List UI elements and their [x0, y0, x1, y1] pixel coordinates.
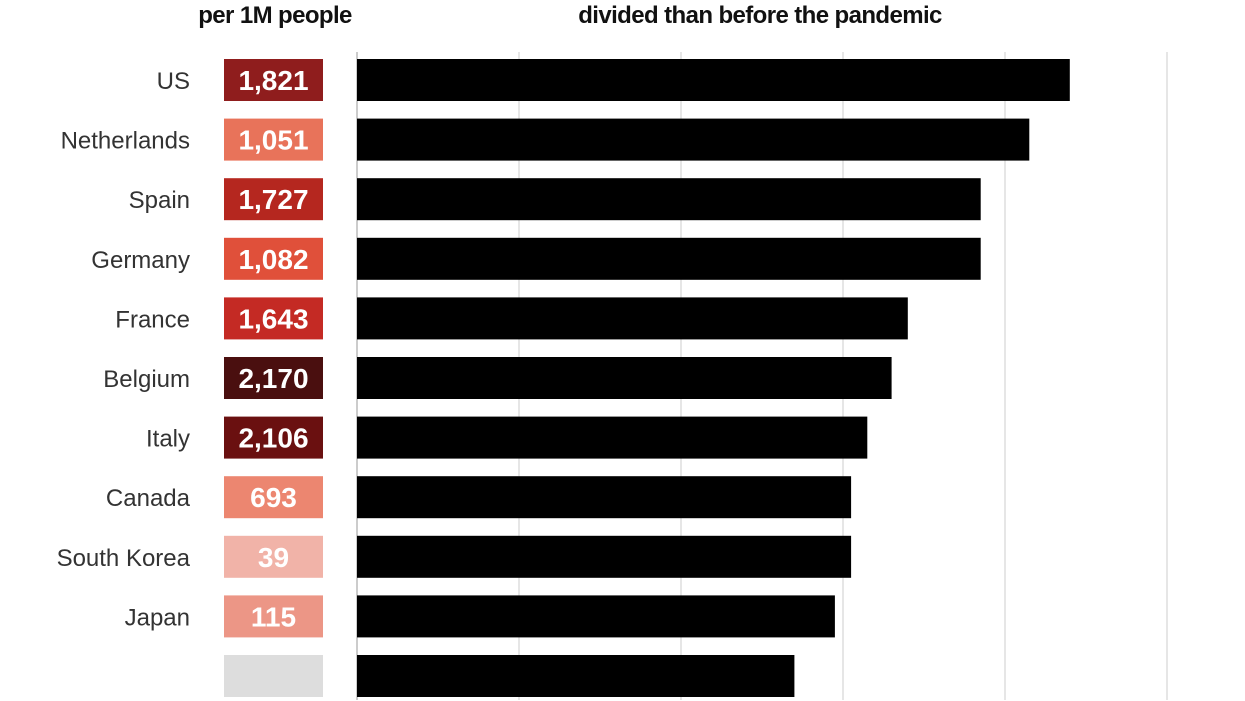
category-label: Spain [129, 187, 190, 214]
deaths-label: 2,170 [238, 363, 308, 394]
bar [357, 297, 908, 340]
category-label: France [115, 306, 190, 333]
deaths-label: 115 [251, 601, 296, 632]
category-label: Canada [106, 485, 191, 512]
bar [357, 476, 852, 519]
deaths-box [224, 357, 323, 399]
bar [357, 178, 981, 221]
category-label: South Korea [57, 545, 191, 572]
deaths-box [224, 476, 323, 519]
bar [357, 59, 1070, 101]
bar [357, 357, 892, 399]
bar [357, 595, 835, 638]
deaths-label: 2,106 [238, 423, 308, 454]
deaths-label: 693 [250, 482, 297, 513]
deaths-box [224, 595, 323, 638]
deaths-label: 39 [258, 542, 289, 573]
category-label: Japan [125, 604, 190, 631]
deaths-label: 1,821 [238, 65, 308, 96]
deaths-box [224, 178, 323, 221]
deaths-label: 1,643 [238, 303, 308, 334]
deaths-box [224, 59, 323, 101]
deaths-column-title: per 1M people [198, 2, 352, 29]
category-label: Netherlands [61, 128, 190, 155]
bar [357, 237, 981, 280]
deaths-box [224, 297, 323, 340]
deaths-label: 1,727 [238, 184, 308, 215]
deaths-box [224, 237, 323, 280]
category-label: Italy [146, 426, 190, 453]
deaths-box [224, 655, 323, 697]
category-label: Belgium [103, 366, 190, 393]
deaths-label: 1,082 [238, 244, 308, 275]
bar [357, 655, 795, 697]
category-label: Germany [91, 247, 190, 274]
chart-title: divided than before the pandemic [578, 2, 942, 29]
bar [357, 416, 868, 459]
deaths-box [224, 535, 323, 578]
bar [357, 535, 852, 578]
deaths-box [224, 416, 323, 459]
bar [357, 118, 1030, 161]
category-label: US [157, 68, 190, 95]
deaths-box [224, 118, 323, 161]
deaths-label: 1,051 [238, 125, 308, 156]
